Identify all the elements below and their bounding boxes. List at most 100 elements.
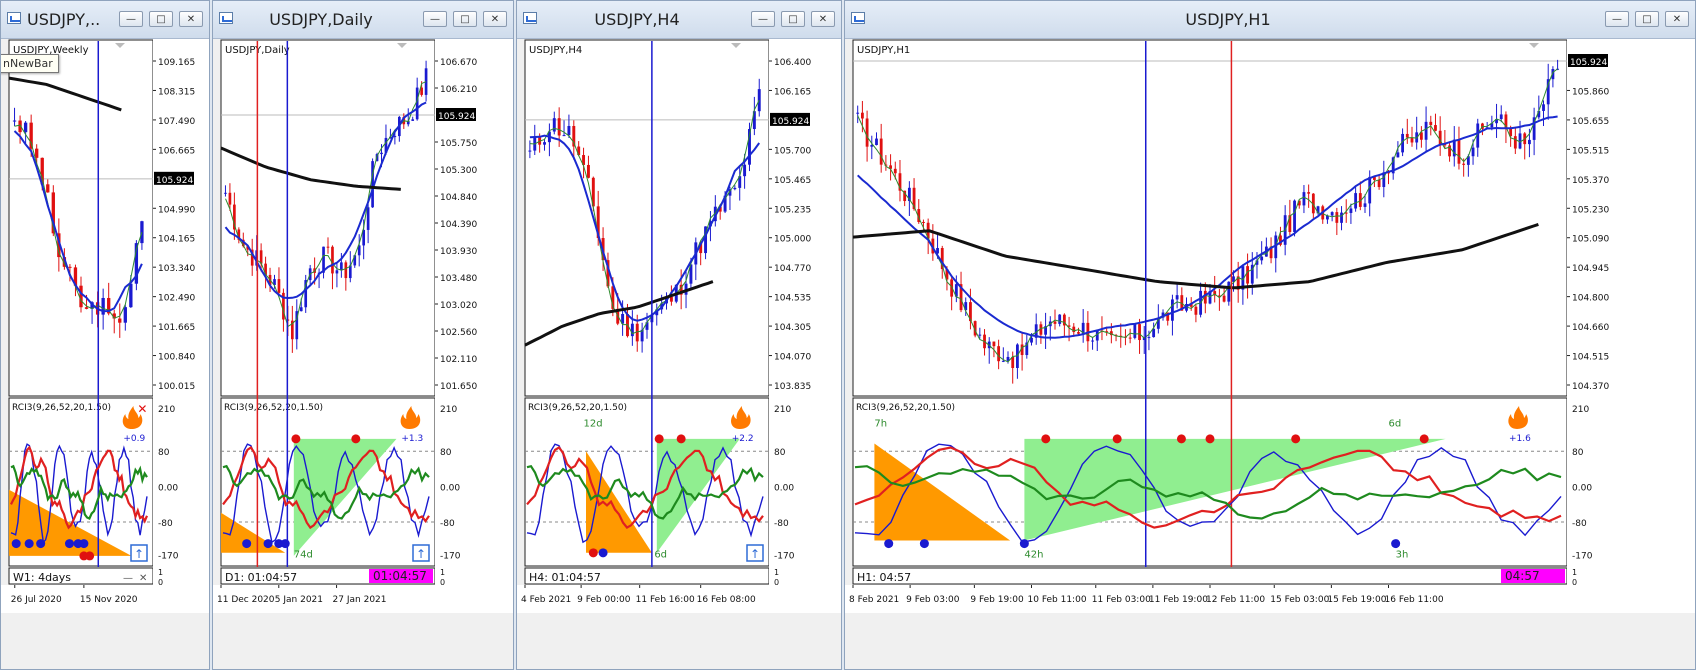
tooltip: nNewBar [1, 54, 59, 73]
candle-body [224, 192, 227, 194]
status-badge-label: 04:57 [1505, 569, 1540, 583]
status-tick-label: 0 [774, 578, 779, 587]
maximize-button[interactable]: □ [149, 11, 173, 27]
title-bar[interactable]: USDJPY,H4 — □ ✕ [517, 1, 841, 39]
price-pane [220, 39, 436, 397]
close-button[interactable]: ✕ [811, 11, 835, 27]
candle-body [978, 334, 982, 336]
chart-window-weekly[interactable]: USDJPY,... — □ ✕ USDJPY,Weekly 109.165 108.3… [0, 0, 210, 670]
candle-body [1368, 176, 1372, 204]
price-tick-label: 105.090 [1572, 235, 1609, 245]
fire-icon [400, 406, 421, 429]
date-tick-label: 26 Jul 2020 [11, 595, 62, 605]
candle-body [264, 263, 267, 275]
close-button[interactable]: ✕ [179, 11, 203, 27]
chart-window-h1[interactable]: USDJPY,H1 — □ ✕ USDJPY,H1 105.924 105.860 105… [844, 0, 1696, 670]
price-tick-label: 103.835 [774, 382, 811, 392]
rci-tick-label: 210 [1572, 405, 1589, 415]
fire-icon [731, 406, 751, 429]
minimize-button[interactable]: — [751, 11, 775, 27]
arrow-up-icon-box [746, 544, 764, 562]
indicator-value: +2.2 [732, 434, 754, 444]
close-button[interactable]: ✕ [483, 11, 507, 27]
minimize-button[interactable]: — [119, 11, 143, 27]
candle-body [903, 190, 907, 202]
chart-window-h4[interactable]: USDJPY,H4 — □ ✕ USDJPY,H4 106.400 106.165 105… [516, 0, 842, 670]
rci-tick-label: -80 [440, 519, 455, 529]
date-axis-bg [213, 585, 513, 613]
candle-body [1466, 156, 1470, 165]
candle-body [1307, 192, 1311, 194]
indicator-value: +1.3 [401, 434, 423, 444]
maximize-button[interactable]: □ [453, 11, 477, 27]
candle-body [1171, 299, 1174, 321]
chart-area[interactable]: USDJPY,H1 105.924 105.860 105.655 105.515 105… [845, 39, 1695, 669]
price-tick-label: 104.070 [774, 353, 811, 363]
candle-body [1062, 314, 1066, 326]
candle-body [1109, 331, 1113, 336]
candle-body [18, 120, 22, 133]
window-title: USDJPY,H4 [594, 10, 680, 29]
rci-tick-label: 0.00 [440, 484, 460, 494]
candle-body [344, 262, 348, 279]
price-tick-label: 103.930 [440, 247, 477, 257]
price-tick-label: 102.490 [158, 294, 195, 304]
candle-body [1208, 291, 1212, 304]
title-bar[interactable]: USDJPY,H1 — □ ✕ [845, 1, 1695, 39]
candle-body [1147, 337, 1151, 339]
candle-body [237, 229, 241, 240]
chart-area[interactable]: USDJPY,Daily106.670106.210105.924105.750… [213, 39, 513, 669]
price-tick-label: 100.840 [158, 353, 195, 363]
candle-body [1349, 208, 1353, 213]
close-indicator-icon: ✕ [139, 573, 147, 584]
chart-area[interactable]: USDJPY,Weekly 109.165 108.315 107.490 106.66… [1, 39, 209, 669]
candle-body [326, 246, 330, 248]
status-tick-label: 1 [158, 568, 163, 577]
date-tick-label: 12 Feb 11:00 [1206, 595, 1265, 605]
status-tick-label: 0 [1572, 578, 1577, 587]
status-timeframe-label: H1: 04:57 [857, 571, 911, 584]
candle-body [1513, 136, 1517, 149]
ma-fast-line [225, 81, 427, 328]
minimize-button[interactable]: — [423, 11, 447, 27]
ma-slow-line [524, 280, 714, 347]
candle-body [129, 283, 133, 308]
candle-body [1476, 123, 1480, 148]
chart-window-daily[interactable]: USDJPY,Daily — □ ✕ USDJPY,Daily 106.670 106.… [212, 0, 514, 670]
price-tick-label: 104.660 [1572, 323, 1609, 333]
title-bar[interactable]: USDJPY,Daily — □ ✕ [213, 1, 513, 39]
title-bar[interactable]: USDJPY,... — □ ✕ [1, 1, 209, 39]
candle-body [1246, 266, 1249, 284]
candle-body [1419, 132, 1423, 140]
price-tick-label: 104.535 [774, 294, 811, 304]
candle-body [728, 189, 732, 196]
candle-body [1509, 128, 1513, 137]
candle-body [917, 209, 921, 222]
rci-signal-dot-blue [64, 539, 74, 549]
current-price-box [436, 108, 476, 121]
rci-signal-dot-blue [79, 539, 89, 549]
rci-signal-dot-blue [1391, 539, 1401, 549]
rci-annotation: 42h [1024, 549, 1043, 560]
rci-signal-dot-red [654, 434, 664, 444]
candle-body [1424, 121, 1428, 140]
price-pane [8, 39, 154, 397]
chart-area[interactable]: USDJPY,H4 106.400 106.165 105.924 105.700 105… [517, 39, 841, 669]
minimize-button[interactable]: — [1605, 11, 1629, 27]
close-button[interactable]: ✕ [1665, 11, 1689, 27]
price-axis-bg [1567, 39, 1695, 669]
candle-body [723, 195, 727, 212]
current-price-label: 105.924 [156, 176, 193, 186]
candle-body [246, 246, 250, 250]
maximize-button[interactable]: □ [1635, 11, 1659, 27]
candle-body [1213, 291, 1217, 296]
maximize-button[interactable]: □ [781, 11, 805, 27]
candle-body [1396, 152, 1400, 158]
date-tick-label: 16 Feb 11:00 [1385, 595, 1444, 605]
price-tick-label: 105.515 [1572, 146, 1609, 156]
candle-body [704, 226, 708, 254]
candle-body [84, 307, 89, 309]
candle-body [582, 155, 586, 165]
candle-body [898, 173, 902, 191]
candle-body [689, 264, 693, 284]
